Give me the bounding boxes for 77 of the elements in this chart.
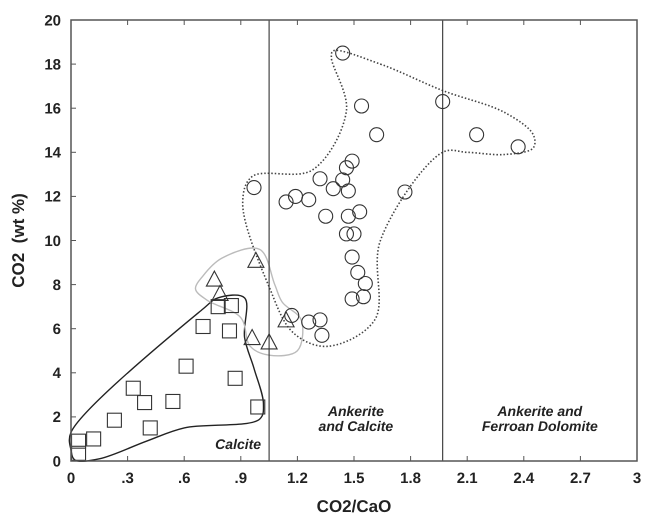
point	[278, 194, 294, 210]
point	[344, 154, 360, 169]
point	[178, 358, 194, 374]
point	[358, 276, 373, 292]
point	[340, 208, 356, 224]
x-tick-label: .3	[121, 470, 134, 487]
point	[211, 284, 229, 301]
x-tick-label: .9	[234, 470, 248, 487]
point	[312, 171, 328, 186]
point	[350, 264, 366, 280]
x-tick-label: 0	[66, 470, 76, 487]
point	[142, 420, 158, 436]
annotation: Ankerite and Ferroan Dolomite	[482, 403, 598, 434]
point	[312, 312, 328, 328]
point	[338, 160, 354, 176]
y-tick-label: 8	[52, 276, 61, 294]
point	[335, 172, 350, 188]
point	[435, 94, 450, 110]
point	[224, 298, 239, 314]
x-tick-label: 2.7	[570, 470, 591, 487]
x-tick-label: 2.4	[513, 470, 535, 487]
point	[246, 180, 262, 196]
point	[126, 380, 141, 396]
y-tick-label: 10	[44, 232, 61, 250]
point	[338, 226, 354, 242]
y-tick-label: 4	[52, 365, 62, 382]
point	[86, 431, 102, 446]
y-tick-label: 20	[44, 12, 61, 30]
point	[228, 370, 243, 386]
y-tick-label: 14	[44, 144, 62, 162]
y-tick-label: 6	[52, 320, 61, 338]
y-tick-label: 16	[44, 100, 61, 118]
point	[278, 311, 295, 328]
point	[288, 188, 304, 204]
point	[244, 328, 261, 346]
point	[326, 181, 341, 196]
point	[510, 139, 526, 154]
x-tick-label: 1.8	[400, 470, 422, 487]
point	[314, 328, 330, 343]
x-tick-label: 1.5	[344, 470, 364, 487]
point	[250, 399, 266, 415]
point	[469, 127, 484, 142]
point	[260, 333, 278, 350]
x-axis-title: CO2/CaO	[316, 497, 392, 516]
point	[397, 184, 412, 200]
point	[346, 226, 362, 242]
point	[222, 323, 238, 338]
point	[196, 318, 211, 334]
point	[247, 252, 264, 268]
annotation: Calcite	[215, 436, 262, 452]
annotation: Ankerite and Calcite	[318, 403, 394, 434]
point	[344, 249, 360, 265]
y-tick-label: 2	[52, 409, 61, 426]
y-tick-label: 12	[44, 188, 61, 206]
y-tick-label: 0	[52, 453, 61, 470]
y-tick-label: 18	[44, 56, 61, 74]
x-tick-label: 1.2	[286, 470, 308, 487]
point	[165, 394, 180, 410]
x-tick-label: .6	[178, 470, 190, 487]
point	[106, 412, 122, 428]
point	[137, 395, 152, 410]
x-tick-label: 2.1	[456, 470, 478, 487]
point	[356, 289, 371, 304]
y-axis-title: CO2 (wt %)	[9, 193, 28, 288]
point	[206, 270, 223, 287]
point	[352, 204, 368, 220]
point	[340, 183, 356, 198]
point	[318, 208, 334, 224]
x-tick-label: 3	[632, 470, 642, 487]
point	[335, 46, 350, 61]
point	[301, 314, 316, 330]
point	[210, 299, 226, 314]
point	[284, 308, 300, 324]
point	[369, 127, 384, 142]
point	[354, 98, 370, 114]
point	[301, 192, 316, 208]
point	[344, 291, 360, 306]
